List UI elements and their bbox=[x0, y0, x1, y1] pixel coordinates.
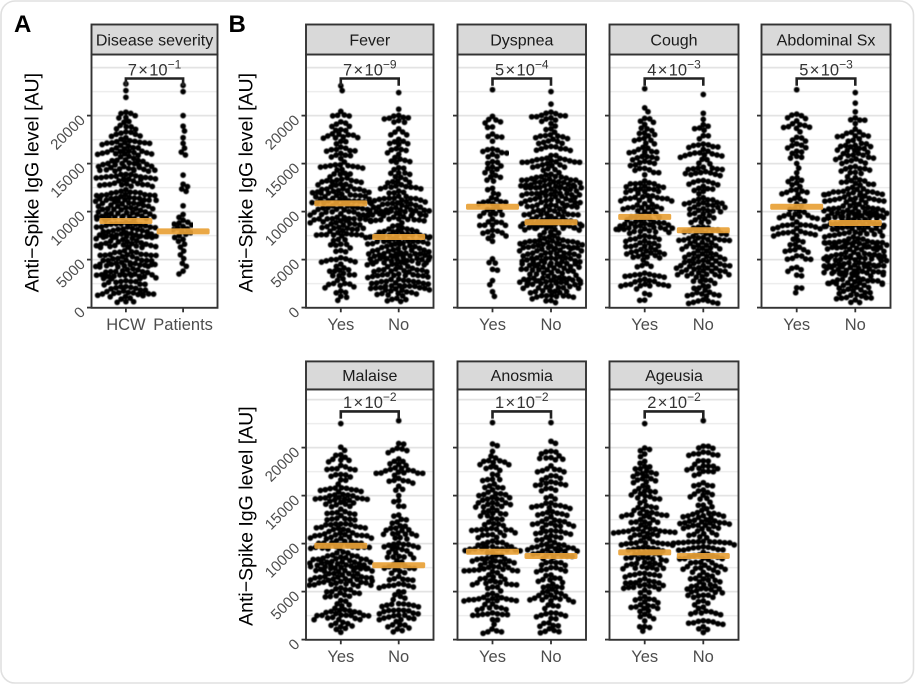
svg-text:Yes: Yes bbox=[479, 648, 506, 666]
svg-text:Ageusia: Ageusia bbox=[645, 368, 703, 385]
svg-text:Cough: Cough bbox=[650, 32, 697, 49]
svg-text:HCW: HCW bbox=[106, 316, 146, 334]
svg-text:Yes: Yes bbox=[327, 316, 354, 334]
svg-text:Yes: Yes bbox=[327, 648, 354, 666]
svg-text:A: A bbox=[14, 11, 31, 38]
svg-text:No: No bbox=[388, 648, 409, 666]
svg-text:Dyspnea: Dyspnea bbox=[490, 32, 553, 49]
svg-text:No: No bbox=[388, 316, 409, 334]
svg-text:Yes: Yes bbox=[783, 316, 810, 334]
svg-text:Anosmia: Anosmia bbox=[491, 368, 553, 385]
svg-text:Fever: Fever bbox=[349, 32, 391, 49]
svg-text:Abdominal Sx: Abdominal Sx bbox=[777, 32, 876, 49]
svg-text:Yes: Yes bbox=[631, 316, 658, 334]
svg-text:No: No bbox=[693, 648, 714, 666]
svg-text:Patients: Patients bbox=[153, 316, 213, 334]
svg-text:Yes: Yes bbox=[479, 316, 506, 334]
svg-text:No: No bbox=[540, 316, 561, 334]
svg-text:Anti−Spike IgG level [AU]: Anti−Spike IgG level [AU] bbox=[236, 73, 258, 292]
svg-text:Anti−Spike IgG level [AU]: Anti−Spike IgG level [AU] bbox=[22, 73, 44, 292]
svg-text:Malaise: Malaise bbox=[342, 368, 397, 385]
svg-text:Disease severity: Disease severity bbox=[96, 32, 213, 49]
svg-text:No: No bbox=[540, 648, 561, 666]
svg-text:No: No bbox=[693, 316, 714, 334]
svg-text:Anti−Spike IgG level [AU]: Anti−Spike IgG level [AU] bbox=[236, 406, 258, 625]
svg-text:B: B bbox=[229, 11, 246, 38]
svg-text:No: No bbox=[845, 316, 866, 334]
svg-text:Yes: Yes bbox=[631, 648, 658, 666]
